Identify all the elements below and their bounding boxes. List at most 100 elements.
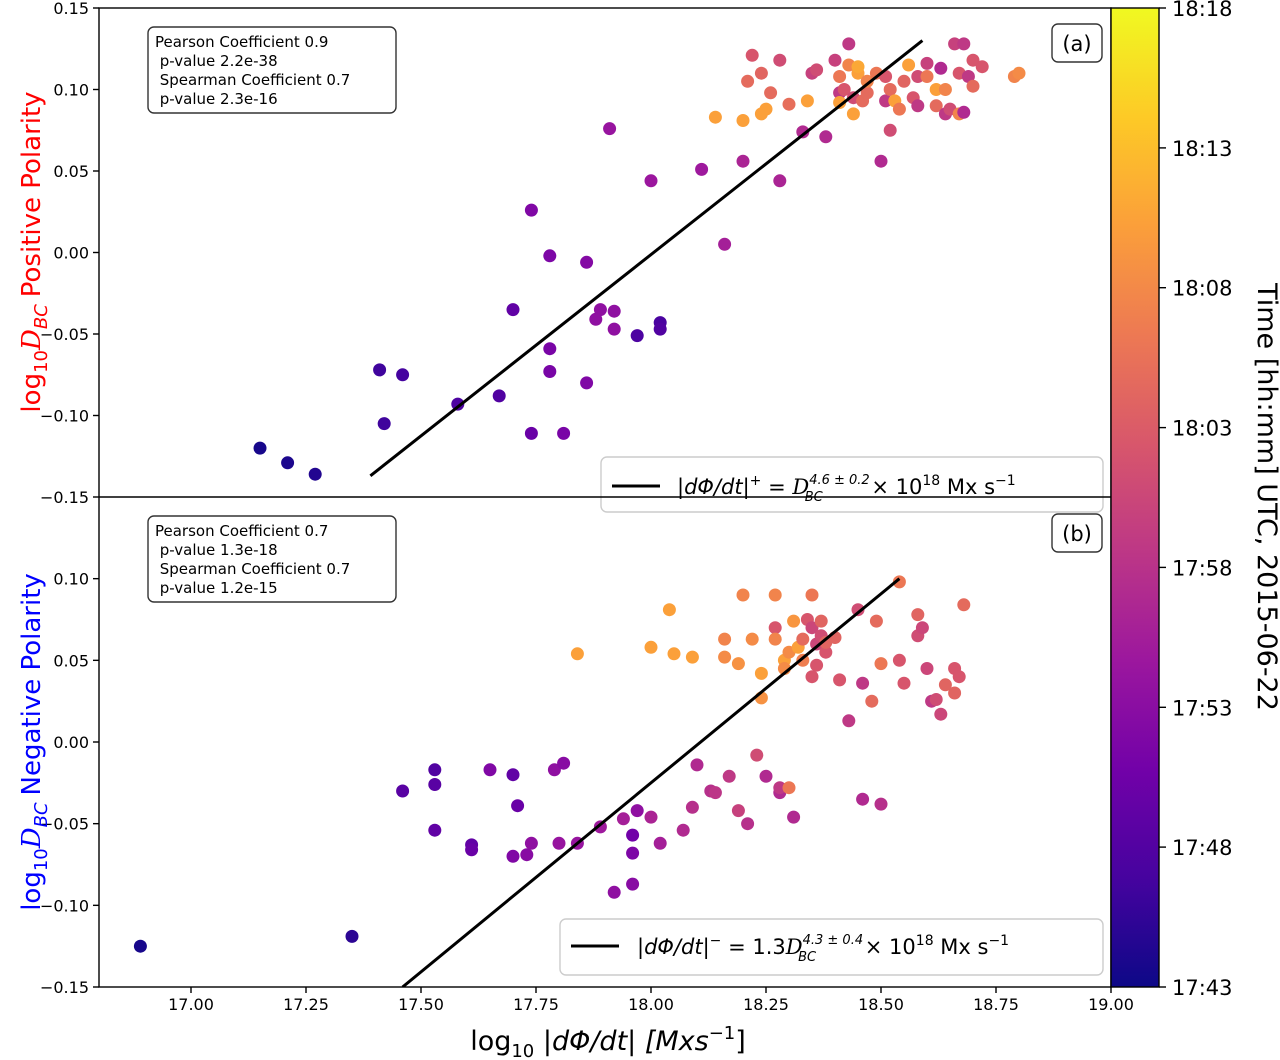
panel-a-y-tick-label: −0.10: [40, 407, 89, 426]
panel-a-ylabel-symbol-sub: BC: [31, 304, 52, 329]
panel-b-point: [938, 678, 952, 692]
panel-b-y-tick-label: −0.05: [40, 815, 89, 834]
panel-a-stats-frame: [147, 26, 397, 114]
colorbar-tick-label: 18:08: [1172, 277, 1233, 301]
panel-a-points: [253, 37, 1026, 481]
panel-b-point: [911, 608, 925, 622]
panel-b-point: [842, 714, 856, 728]
panel-a-point: [603, 122, 617, 136]
panel-b-point: [644, 810, 658, 824]
panel-a-y-tick-label: −0.15: [40, 488, 89, 507]
legend-b-base-sup: 4.3 ± 0.4: [803, 933, 864, 948]
panel-b-point: [787, 614, 801, 628]
panel-a-y-tick-label: 0.10: [53, 81, 89, 100]
panel-a-y-axis-label: log10DBC Positive Polarity: [17, 91, 52, 412]
panel-a-point: [377, 417, 391, 431]
legend-a-base-sup: 4.6 ± 0.2: [809, 473, 870, 488]
x-tick-label: 18.75: [973, 995, 1019, 1014]
panel-b-legend-text: |dΦ/dt|− = 1.3D4.3 ± 0.4 BC × 1018 Mx s−1: [637, 933, 1009, 965]
panel-b-stats-frame: [147, 515, 397, 603]
panel-a-fit-line-group: [369, 39, 924, 477]
x-label-main: |dΦ/dt| [Mxs: [534, 1026, 708, 1057]
colorbar-tick-label: 18:18: [1172, 0, 1233, 21]
panel-a-point: [800, 94, 814, 108]
panel-a-point: [718, 237, 732, 251]
panel-a-point: [593, 303, 607, 317]
panel-a-point: [911, 70, 925, 83]
panel-a-point: [644, 174, 658, 188]
panel-a-point: [860, 74, 874, 88]
panel-a-point: [736, 154, 750, 168]
panel-a-point: [975, 60, 989, 74]
legend-a-unit: Mx s: [940, 475, 995, 499]
panel-a-point: [957, 105, 971, 119]
panel-b-label: (b): [1062, 522, 1092, 546]
panel-b-ylabel-log: log: [17, 871, 47, 911]
panel-b-point: [676, 823, 690, 837]
panel-b-point: [626, 877, 640, 891]
panel-b-point: [865, 694, 879, 708]
panel-a-point: [966, 53, 980, 67]
panel-a-point: [524, 203, 538, 217]
panel-b-legend: |dΦ/dt|− = 1.3D4.3 ± 0.4 BC × 1018 Mx s−1: [559, 918, 1104, 976]
panel-a-point: [1012, 66, 1026, 80]
panel-b-point: [874, 657, 888, 671]
panel-a-point: [819, 130, 833, 144]
legend-b-base-sub: BC: [798, 950, 817, 965]
x-label-end: ]: [735, 1026, 746, 1057]
panel-a-point: [653, 322, 667, 336]
panel-b-point: [819, 645, 833, 659]
panel-b-point: [892, 653, 906, 667]
panel-b-point: [915, 621, 929, 635]
panel-b-point: [856, 676, 870, 690]
panel-a-point: [920, 56, 934, 70]
legend-b-times-sup: 18: [916, 933, 934, 949]
panel-a-point: [961, 70, 975, 83]
legend-b-eq: =: [721, 935, 752, 959]
panel-a-point: [879, 94, 893, 108]
x-tick-label: 17.25: [283, 995, 329, 1014]
panel-b-point: [662, 603, 676, 617]
panel-b-point: [685, 800, 699, 814]
panel-a-point: [892, 102, 906, 116]
panel-a-point: [451, 397, 465, 411]
panel-a-ylabel-log: log: [17, 373, 47, 413]
panel-b-fit-line-group: [401, 577, 901, 987]
panel-a-point: [543, 342, 557, 356]
panel-a-point: [589, 312, 603, 326]
panel-b-point: [506, 768, 520, 782]
legend-b-base: D: [785, 935, 803, 959]
panel-a-label: (a): [1062, 32, 1091, 56]
x-axis-label: log10 |dΦ/dt| [Mxs−1]: [470, 1023, 746, 1060]
panel-b-point: [133, 939, 147, 953]
panel-b-point: [428, 763, 442, 777]
panel-b-point: [607, 885, 621, 899]
x-axis-ticks: 17.00 17.25 17.50 17.75 18.00 18.25 18.50 18.75…: [168, 987, 1134, 1014]
panel-b-pearson: Pearson Coefficient 0.7: [155, 522, 328, 540]
legend-a-eq: =: [761, 475, 792, 499]
panel-a-ylabel-sub: 10: [31, 350, 52, 373]
panel-b-point: [685, 650, 699, 664]
panel-b-point: [856, 792, 870, 806]
panel-a-point: [745, 48, 759, 62]
panel-b-point: [759, 769, 773, 783]
panel-a-point: [281, 456, 295, 470]
colorbar-tick-label: 17:43: [1172, 976, 1233, 1000]
panel-a-point: [948, 37, 962, 51]
panel-b-point: [690, 758, 704, 772]
panel-b-y-tick-label: 0.10: [53, 570, 89, 589]
panel-b-ylabel-sub: 10: [31, 848, 52, 871]
panel-a-label-box: (a): [1051, 23, 1103, 63]
panel-b-point: [750, 748, 764, 762]
panel-a-point: [543, 365, 557, 378]
panel-a-point: [630, 329, 644, 343]
panel-b-point: [787, 810, 801, 824]
x-label-sub: 10: [511, 1041, 534, 1060]
panel-a-point: [842, 37, 856, 51]
x-tick-label: 18.25: [743, 995, 789, 1014]
panel-a-point: [929, 83, 943, 96]
panel-b-point: [952, 670, 966, 684]
panel-b-point: [768, 588, 782, 602]
legend-b-lhs-sup: −: [710, 933, 722, 949]
legend-a-unit-sup: −1: [995, 473, 1016, 489]
